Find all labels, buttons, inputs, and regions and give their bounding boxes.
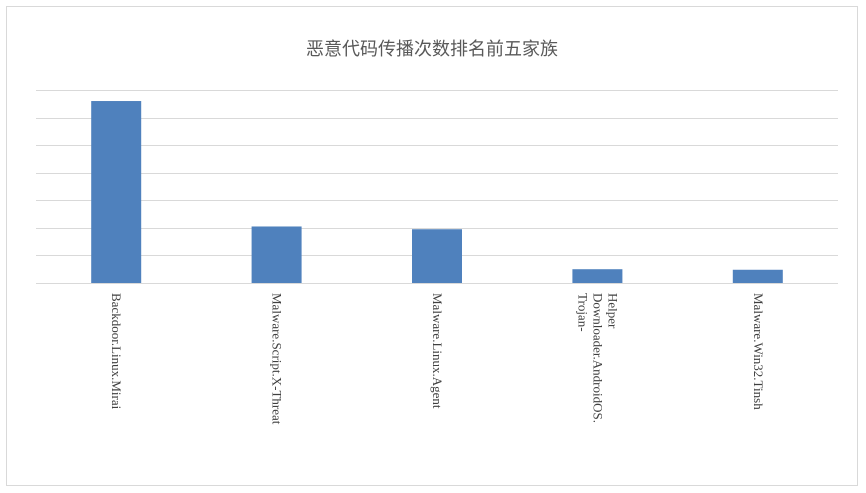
bar	[412, 229, 462, 283]
x-tick-label: Trojan-Downloader.AndroidOS.Helper	[575, 293, 620, 423]
svg-text:Trojan-Downloader.AndroidOS.He: Trojan-Downloader.AndroidOS.Helper	[575, 293, 620, 423]
x-tick-label: Backdoor.Linux.Mirai	[109, 293, 124, 410]
svg-text:Malware.Win32.Tinsh: Malware.Win32.Tinsh	[751, 293, 766, 410]
chart-title: 恶意代码传播次数排名前五家族	[306, 39, 558, 60]
svg-text:Malware.Linux.Agent: Malware.Linux.Agent	[430, 293, 445, 409]
bar	[91, 101, 142, 284]
svg-text:Malware.Script.X-Threat: Malware.Script.X-Threat	[270, 293, 285, 425]
x-tick-label: Malware.Linux.Agent	[430, 293, 445, 409]
bar	[572, 269, 623, 283]
bar	[251, 226, 302, 283]
svg-text:Backdoor.Linux.Mirai: Backdoor.Linux.Mirai	[109, 293, 124, 410]
x-tick-label: Malware.Win32.Tinsh	[751, 293, 766, 410]
bar	[732, 269, 783, 283]
x-tick-label: Malware.Script.X-Threat	[270, 293, 285, 425]
